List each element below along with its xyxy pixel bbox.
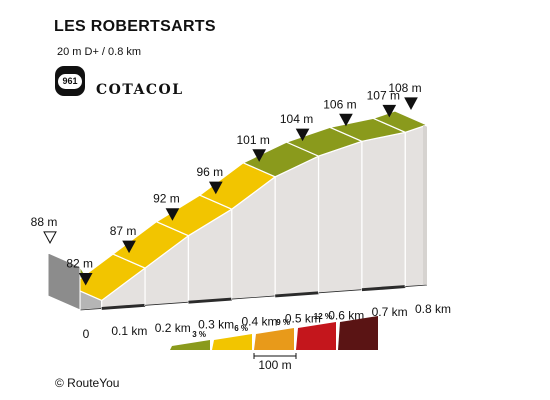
profile-side-face	[274, 155, 320, 297]
scale-label: 100 m	[258, 358, 291, 372]
profile-end-cap	[47, 252, 81, 311]
cotacol-badge-icon: 961	[55, 66, 85, 96]
x-tick-label: 0.1 km	[111, 324, 147, 338]
ground-band	[188, 297, 232, 304]
brand-name: COTACOL	[96, 82, 184, 98]
altitude-marker-icon	[43, 231, 57, 244]
ground-band	[231, 295, 276, 300]
altitude-label: 106 m	[323, 97, 356, 111]
profile-end-face	[423, 124, 427, 286]
ground-band	[145, 301, 189, 306]
altitude-marker-icon	[208, 181, 223, 195]
legend-swatch	[254, 328, 294, 350]
altitude-label: 107 m	[367, 88, 400, 102]
legend-label: 6 %	[234, 324, 248, 333]
altitude-label: 92 m	[153, 192, 180, 206]
legend-swatch	[338, 316, 378, 350]
altitude-marker-icon	[122, 240, 136, 254]
legend-swatch	[212, 334, 252, 350]
altitude-marker-icon	[382, 104, 397, 118]
altitude-marker-icon	[404, 97, 418, 110]
altitude-marker-icon	[252, 149, 267, 162]
altitude-label: 96 m	[196, 165, 223, 179]
altitude-label: 108 m	[388, 81, 421, 95]
x-tick-label: 0.5 km	[285, 311, 321, 325]
page-title: LES ROBERTSARTS	[54, 18, 216, 35]
legend-swatch	[296, 322, 336, 350]
x-tick-label: 0.6 km	[328, 308, 364, 322]
ground-band	[275, 291, 319, 298]
altitude-marker-icon	[165, 208, 180, 221]
x-tick-label: 0.7 km	[372, 305, 408, 319]
profile-side-face	[361, 131, 406, 291]
gradient-legend: 3 % 6 % 9 % 12 % 100 m	[170, 312, 378, 372]
legend-label: 12 %	[314, 312, 332, 321]
ground-band	[79, 308, 102, 311]
legend-swatch	[170, 340, 210, 350]
altitude-marker-icon	[295, 128, 310, 142]
profile-side-face	[317, 140, 363, 294]
x-tick-label: 0	[83, 327, 90, 341]
altitude-label: 87 m	[110, 224, 137, 238]
altitude-marker-icon	[78, 272, 93, 286]
climb-stats: 20 m D+ / 0.8 km	[57, 46, 142, 58]
legend-label: 3 %	[192, 330, 206, 339]
ground-band	[101, 303, 146, 310]
labels-layer: 88 m 82 m 87 m 92 m 96 m 101 m 104 m 106 m 107 m…	[31, 81, 422, 286]
legend-label: 9 %	[276, 318, 290, 327]
altitude-marker-icon	[339, 113, 353, 127]
altitude-label: 101 m	[237, 133, 270, 147]
x-tick-label: 0.4 km	[241, 315, 277, 329]
altitude-label: 82 m	[66, 256, 93, 270]
profile-layer	[46, 110, 429, 311]
badge-number: 961	[58, 74, 82, 89]
x-tick-label: 0.8 km	[415, 302, 451, 316]
copyright-text: © RouteYou	[55, 376, 120, 390]
ground-band	[361, 285, 406, 292]
x-tick-label: 0.2 km	[155, 321, 191, 335]
altitude-label: 88 m	[31, 215, 58, 229]
ground-band	[318, 289, 362, 294]
ground-band	[405, 284, 428, 287]
x-axis-ticks: 0 0.1 km 0.2 km 0.3 km 0.4 km 0.5 km 0.6 km 0.7…	[83, 302, 451, 341]
altitude-label: 104 m	[280, 112, 313, 126]
x-tick-label: 0.3 km	[198, 318, 234, 332]
